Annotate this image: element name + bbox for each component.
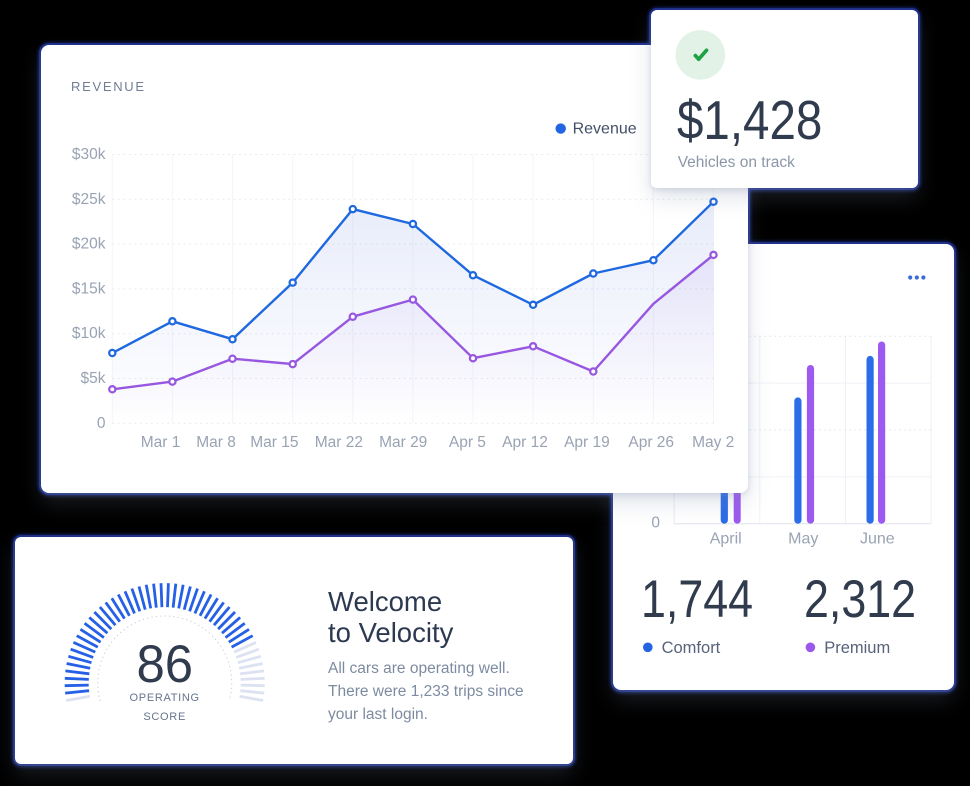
svg-text:Apr 26: Apr 26 [628, 434, 674, 451]
svg-text:Comfort: Comfort [662, 639, 721, 657]
svg-text:June: June [860, 531, 895, 548]
svg-text:Revenue: Revenue [573, 121, 637, 138]
svg-text:$10k: $10k [72, 325, 106, 342]
svg-text:$25k: $25k [72, 191, 106, 208]
svg-text:Apr 12: Apr 12 [502, 434, 548, 451]
svg-text:Apr 5: Apr 5 [449, 434, 486, 451]
svg-text:Mar 22: Mar 22 [315, 434, 363, 451]
svg-text:Apr 19: Apr 19 [564, 434, 610, 451]
svg-text:Mar 29: Mar 29 [379, 434, 427, 451]
svg-text:0: 0 [651, 515, 660, 532]
svg-text:Mar 8: Mar 8 [196, 434, 236, 451]
svg-text:Premium: Premium [824, 639, 890, 657]
svg-text:May: May [788, 531, 818, 548]
svg-text:$20k: $20k [72, 236, 106, 253]
svg-text:0: 0 [97, 415, 106, 432]
svg-text:Mar 1: Mar 1 [141, 434, 181, 451]
svg-text:$30k: $30k [72, 146, 106, 163]
svg-text:May 2: May 2 [692, 434, 734, 451]
svg-text:$5k: $5k [81, 370, 106, 387]
svg-text:Mar 15: Mar 15 [250, 434, 298, 451]
svg-text:April: April [710, 531, 742, 548]
svg-text:$15k: $15k [72, 280, 106, 297]
